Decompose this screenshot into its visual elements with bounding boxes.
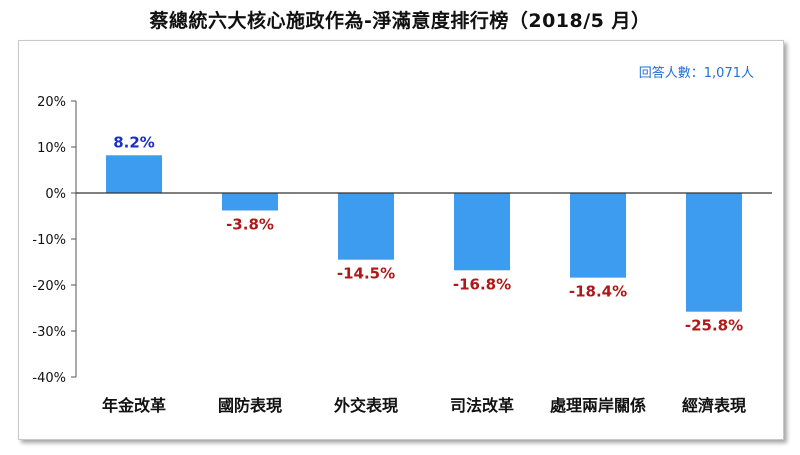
y-tick-label: 20% — [37, 95, 66, 110]
category-label: 年金改革 — [102, 396, 166, 415]
data-label: -25.8% — [685, 317, 743, 335]
category-label: 國防表現 — [218, 396, 282, 415]
y-tick-label: -10% — [32, 233, 66, 248]
bar — [222, 193, 278, 211]
data-label: -14.5% — [337, 265, 395, 283]
y-tick-label: -20% — [32, 279, 66, 294]
bar — [338, 193, 394, 260]
bar — [454, 193, 510, 271]
data-label: 8.2% — [113, 133, 155, 151]
data-label: -18.4% — [569, 283, 627, 301]
category-label: 處理兩岸關係 — [550, 396, 646, 415]
y-tick-label: -40% — [32, 371, 66, 386]
y-tick-label: 0% — [45, 187, 66, 202]
respondent-count-note: 回答人數：1,071人 — [638, 66, 754, 81]
category-label: 外交表現 — [333, 396, 398, 415]
category-label: 司法改革 — [450, 396, 514, 415]
y-tick-label: -30% — [32, 325, 66, 340]
bar — [106, 155, 162, 193]
data-label: -3.8% — [226, 215, 274, 233]
category-label: 經濟表現 — [682, 396, 746, 415]
data-label: -16.8% — [453, 275, 511, 293]
chart-title: 蔡總統六大核心施政作為-淨滿意度排行榜（2018/5 月） — [149, 10, 651, 32]
chart-frame — [18, 40, 784, 440]
y-tick-label: 10% — [37, 141, 66, 156]
bar — [570, 193, 626, 278]
bar — [686, 193, 742, 312]
